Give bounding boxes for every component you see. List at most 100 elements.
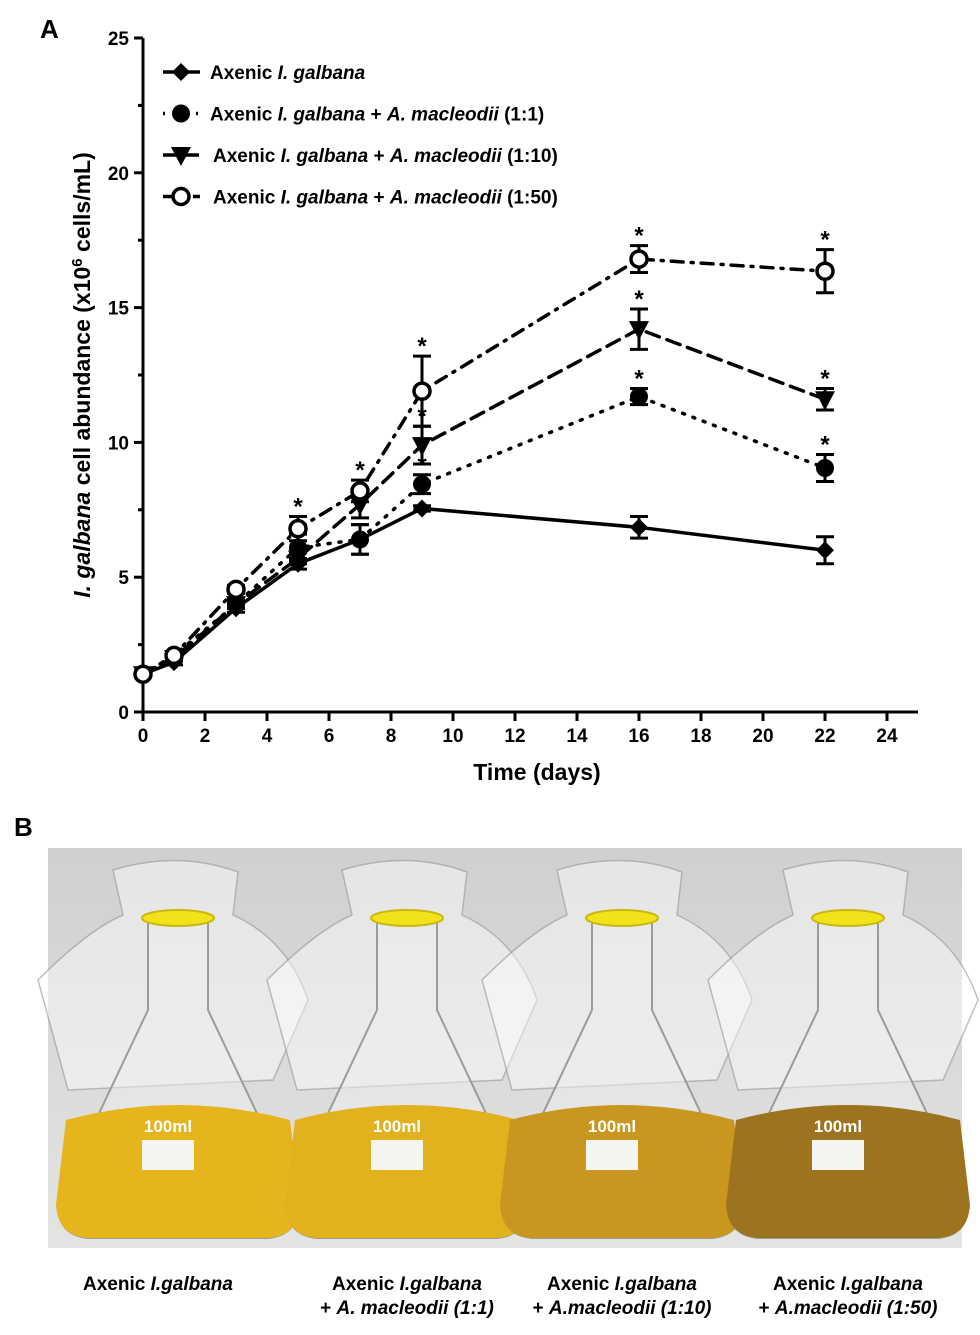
x-tick-label: 8 (386, 726, 397, 747)
caption-part: Axenic (332, 1274, 400, 1295)
caption-part: A.macleodii (1:50) (774, 1298, 938, 1319)
data-point (288, 550, 308, 570)
x-tick-label: 6 (324, 726, 335, 747)
text-part: Axenic (210, 63, 278, 84)
caption-part: I.galbana (840, 1274, 923, 1295)
data-point (133, 664, 153, 685)
panel-a-label: A (40, 14, 59, 44)
text-part: 6 (69, 258, 86, 266)
legend-marker (171, 186, 191, 207)
x-tick-label: 24 (876, 726, 898, 747)
x-tick-label: 18 (690, 726, 711, 747)
significance-asterisk: * (820, 365, 830, 392)
text-part: I. galbana (281, 188, 369, 209)
caption-part: A. macleodii (1:1) (336, 1298, 494, 1319)
x-tick-label: 4 (262, 726, 273, 747)
data-point (226, 596, 246, 616)
caption-part: Axenic (83, 1274, 151, 1295)
legend-entry: Axenic I. galbana (210, 63, 366, 84)
flask-3: 100ml (481, 859, 753, 1239)
text-part: A. macleodii (386, 105, 500, 126)
text-part: Axenic (210, 105, 278, 126)
panel-b-label: B (14, 812, 33, 842)
text-part: cells/mL) (69, 152, 95, 258)
caption-part: I.galbana (614, 1274, 697, 1295)
flask-volume-print: 100ml (144, 1117, 192, 1136)
caption-part: I.galbana (150, 1274, 233, 1295)
flask-volume-print: 100ml (373, 1117, 421, 1136)
text-part: + (365, 105, 387, 126)
series-line (141, 394, 827, 677)
series-3: * * * * * (133, 223, 835, 685)
legend-marker (171, 147, 191, 166)
text-part: (1:50) (502, 188, 558, 209)
text-part: cell abundance (x10 (69, 267, 95, 492)
data-point (815, 261, 835, 281)
flask-label-patch (812, 1140, 864, 1170)
legend-marker (172, 104, 190, 123)
culture-liquid (726, 1105, 970, 1238)
text-part: I. galbana (281, 146, 369, 167)
flask-4: 100ml (707, 859, 979, 1239)
y-tick-label: 25 (108, 29, 130, 50)
data-point (226, 579, 246, 600)
flask-glass (285, 919, 529, 1239)
text-part: A. macleodii (389, 146, 503, 167)
data-point (629, 321, 649, 341)
significance-asterisk: * (820, 227, 830, 254)
significance-asterisk: * (417, 333, 427, 360)
flask-caption: Axenic I.galbana + A.macleodii (1:10) (507, 1273, 737, 1321)
data-point (412, 437, 432, 457)
data-point (630, 518, 648, 537)
x-tick-label: 16 (628, 726, 649, 747)
text-part: + (368, 188, 390, 209)
caption-line: + A.macleodii (1:10) (507, 1297, 737, 1321)
rubber-band (811, 909, 885, 927)
caption-part: I.galbana (399, 1274, 482, 1295)
data-point (350, 481, 370, 501)
data-point (351, 530, 369, 549)
y-tick-label: 5 (118, 568, 129, 589)
flask-glass (500, 919, 744, 1239)
caption-part: + (532, 1298, 549, 1319)
caption-line: Axenic I.galbana (292, 1273, 522, 1297)
flask-label-patch (586, 1140, 638, 1170)
caption-part: Axenic (773, 1274, 841, 1295)
data-point (413, 475, 431, 494)
text-part: A. macleodii (389, 188, 503, 209)
axes (134, 36, 918, 721)
text-part: (1:10) (502, 146, 558, 167)
x-tick-label: 20 (752, 726, 773, 747)
caption-part: Axenic (547, 1274, 615, 1295)
series-line (141, 327, 827, 677)
x-tick-label: 2 (200, 726, 211, 747)
legend-entry: Axenic I. galbana + A. macleodii (1:10) (213, 146, 558, 167)
series-2: * * * (133, 286, 835, 686)
y-tick-label: 15 (108, 299, 130, 320)
culture-liquid (500, 1105, 744, 1238)
rubber-band (370, 909, 444, 927)
photo-background (48, 848, 962, 1248)
data-point (413, 499, 431, 518)
flask-caption: Axenic I.galbana + A. macleodii (1:1) (292, 1273, 522, 1321)
x-tick-label: 22 (814, 726, 835, 747)
flask-volume-print: 100ml (814, 1117, 862, 1136)
x-tick-label: 12 (504, 726, 525, 747)
x-axis-label: Time (days) (473, 759, 600, 785)
plastic-wrap (481, 859, 753, 1091)
rubber-band (585, 909, 659, 927)
plastic-wrap (37, 859, 309, 1091)
significance-asterisk: * (634, 286, 644, 313)
x-tick-label: 10 (442, 726, 463, 747)
significance-asterisk: * (293, 494, 303, 521)
flask-label-patch (142, 1140, 194, 1170)
data-point (815, 391, 835, 411)
text-part: Axenic (213, 146, 281, 167)
data-point (164, 645, 184, 666)
x-tick-label: 0 (138, 726, 149, 747)
significance-asterisk: * (634, 365, 644, 392)
data-point (816, 459, 834, 478)
caption-line: Axenic I.galbana (507, 1273, 737, 1297)
